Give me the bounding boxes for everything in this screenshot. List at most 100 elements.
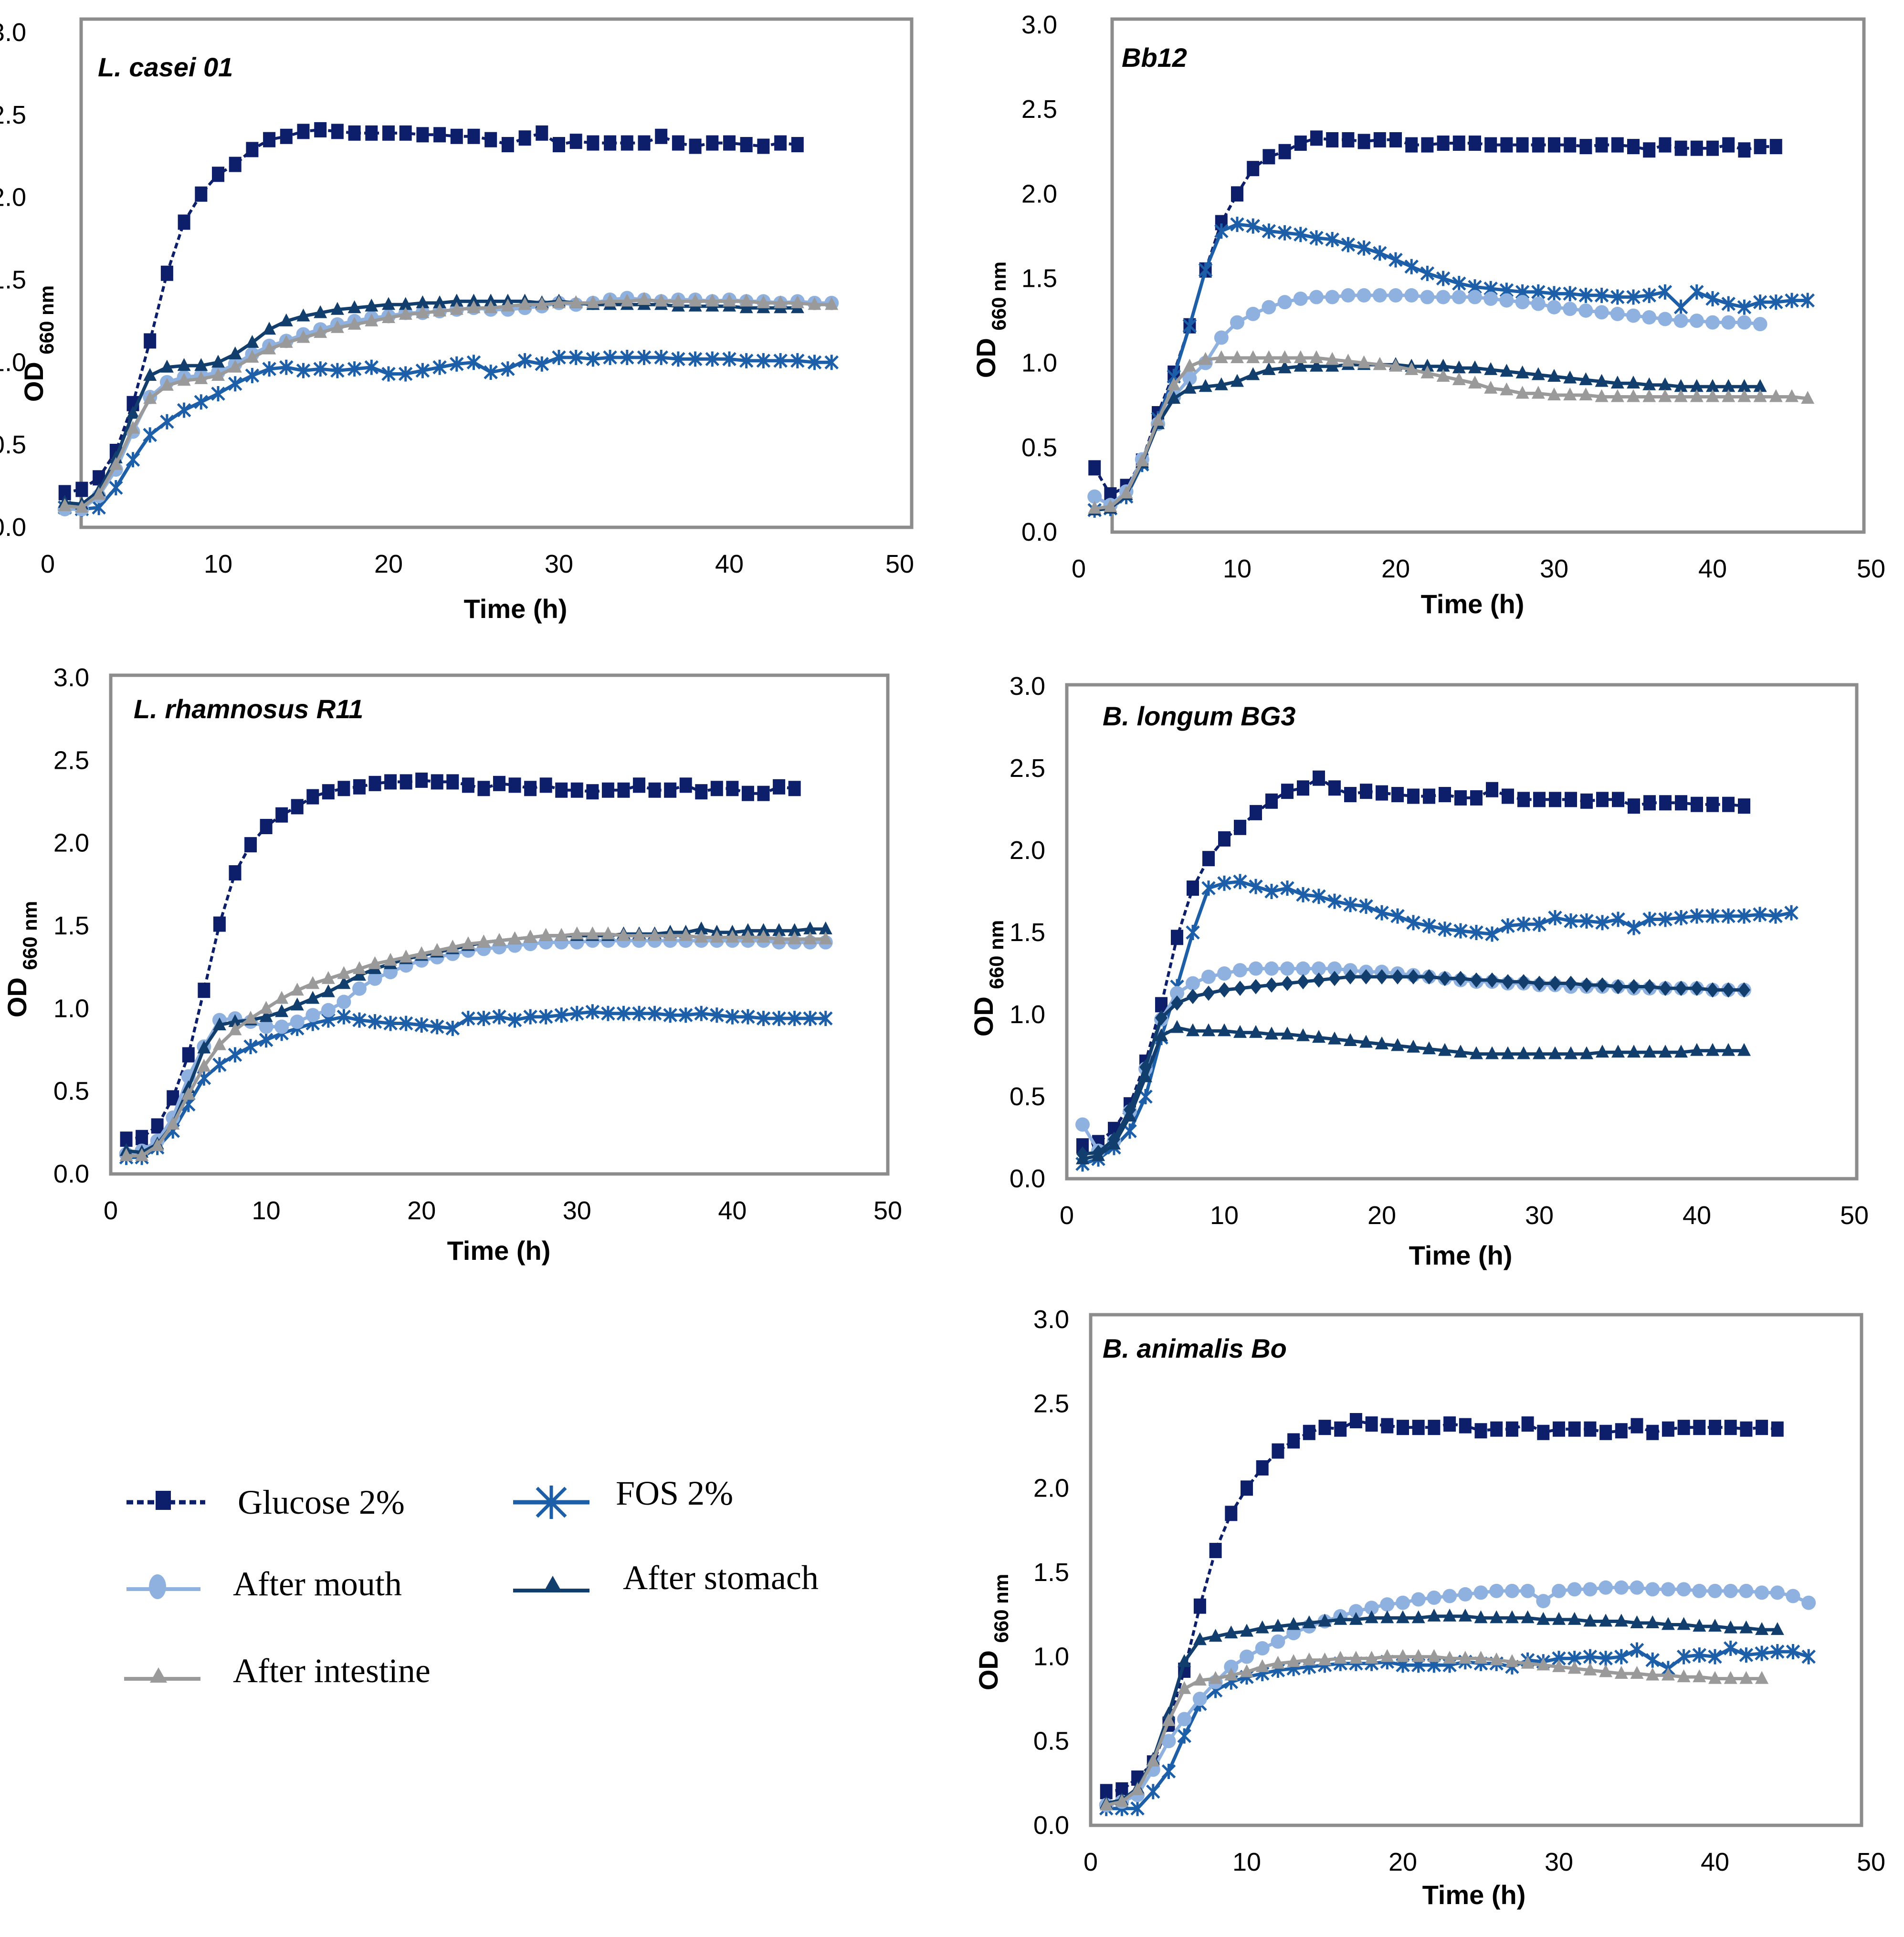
data-point xyxy=(275,807,288,823)
data-point xyxy=(1250,979,1262,995)
data-point xyxy=(1178,1681,1191,1694)
data-point xyxy=(1328,780,1341,796)
data-point xyxy=(1515,386,1529,399)
data-point xyxy=(1627,139,1640,155)
data-point xyxy=(1690,140,1703,156)
data-point xyxy=(536,125,548,141)
data-point xyxy=(1611,137,1624,153)
data-point xyxy=(1302,1652,1316,1665)
data-point xyxy=(1373,357,1387,370)
data-point xyxy=(1674,389,1688,402)
data-point xyxy=(1187,880,1199,896)
data-point xyxy=(774,295,788,308)
data-point xyxy=(279,313,293,326)
data-point xyxy=(1177,1728,1191,1744)
data-point xyxy=(1214,350,1228,364)
y-tick-label: 0.0 xyxy=(0,513,26,542)
data-point xyxy=(1661,1617,1675,1630)
data-point xyxy=(756,353,771,368)
data-point xyxy=(1241,1480,1253,1496)
data-point xyxy=(1303,1424,1315,1440)
data-point xyxy=(228,1022,242,1036)
data-point xyxy=(757,295,770,308)
x-axis-title: Time (h) xyxy=(447,1235,551,1266)
data-point xyxy=(507,1012,522,1028)
data-point xyxy=(243,1039,258,1055)
data-point xyxy=(1470,790,1483,806)
data-point xyxy=(756,1011,771,1026)
data-point xyxy=(353,779,366,795)
data-point xyxy=(1755,1645,1769,1661)
data-point xyxy=(1380,1610,1394,1623)
data-point xyxy=(1167,391,1181,404)
data-point xyxy=(539,777,552,793)
data-point xyxy=(177,402,191,418)
data-point xyxy=(825,297,839,310)
x-tick-label: 50 xyxy=(1840,1201,1869,1230)
data-point xyxy=(1610,389,1624,402)
data-point xyxy=(467,128,480,144)
data-point xyxy=(1723,1583,1738,1598)
data-point xyxy=(1104,499,1117,512)
data-point xyxy=(1610,306,1625,321)
data-point xyxy=(773,353,788,368)
data-point xyxy=(1454,790,1467,806)
data-point xyxy=(337,976,351,989)
data-point xyxy=(1199,379,1212,392)
y-axis-title: OD 660 nm xyxy=(971,262,1010,378)
data-point xyxy=(1565,792,1577,807)
data-point xyxy=(501,298,515,312)
data-point xyxy=(1483,292,1498,306)
data-point xyxy=(1281,784,1294,799)
data-point xyxy=(1547,286,1561,302)
data-point xyxy=(1769,294,1783,310)
y-tick-label: 1.0 xyxy=(0,348,26,377)
y-tick-label: 1.0 xyxy=(1021,349,1057,377)
data-point xyxy=(1234,980,1246,996)
data-point xyxy=(1521,1655,1535,1669)
data-point xyxy=(648,928,662,941)
data-point xyxy=(1737,908,1751,924)
data-point xyxy=(1770,1644,1785,1660)
data-point xyxy=(1458,1608,1472,1622)
data-point xyxy=(1630,1580,1644,1595)
data-point xyxy=(663,1007,677,1023)
data-point xyxy=(803,1011,817,1026)
y-tick-label: 2.5 xyxy=(1021,95,1057,124)
data-point xyxy=(1515,365,1529,378)
data-point xyxy=(181,1087,195,1100)
data-point xyxy=(1155,1010,1168,1026)
data-point xyxy=(1341,354,1355,367)
data-point xyxy=(280,128,293,144)
data-point xyxy=(587,135,600,151)
data-point xyxy=(632,1005,646,1021)
data-point xyxy=(1724,1671,1737,1684)
chart-panels: 0.0 0.5 1.0 1.5 2.0 2.5 3.0 0 10 20 30 40 50 L. casei… xyxy=(0,10,1885,1910)
data-point xyxy=(279,359,294,375)
data-point xyxy=(1380,1597,1395,1612)
x-tick-label: 20 xyxy=(1389,1848,1417,1876)
data-point xyxy=(1659,980,1672,996)
data-point xyxy=(368,775,381,791)
data-point xyxy=(664,782,677,798)
data-point xyxy=(1364,1601,1379,1615)
data-point xyxy=(1170,1020,1184,1033)
data-point xyxy=(1327,961,1342,976)
data-point xyxy=(1217,966,1231,981)
data-point xyxy=(1334,1421,1347,1437)
data-point xyxy=(1568,1421,1581,1437)
data-point xyxy=(552,349,566,365)
data-point xyxy=(1722,137,1735,153)
data-point xyxy=(1407,969,1420,984)
data-point xyxy=(1255,1641,1270,1655)
data-point xyxy=(586,295,600,308)
data-point xyxy=(1459,1418,1472,1434)
data-point xyxy=(484,300,498,314)
data-point xyxy=(1580,1046,1593,1059)
data-point xyxy=(1627,389,1640,402)
legend-label-mouth: After mouth xyxy=(233,1565,402,1603)
data-point xyxy=(638,135,651,151)
data-point xyxy=(586,784,599,800)
data-point xyxy=(1293,292,1308,306)
data-point xyxy=(538,1009,553,1025)
